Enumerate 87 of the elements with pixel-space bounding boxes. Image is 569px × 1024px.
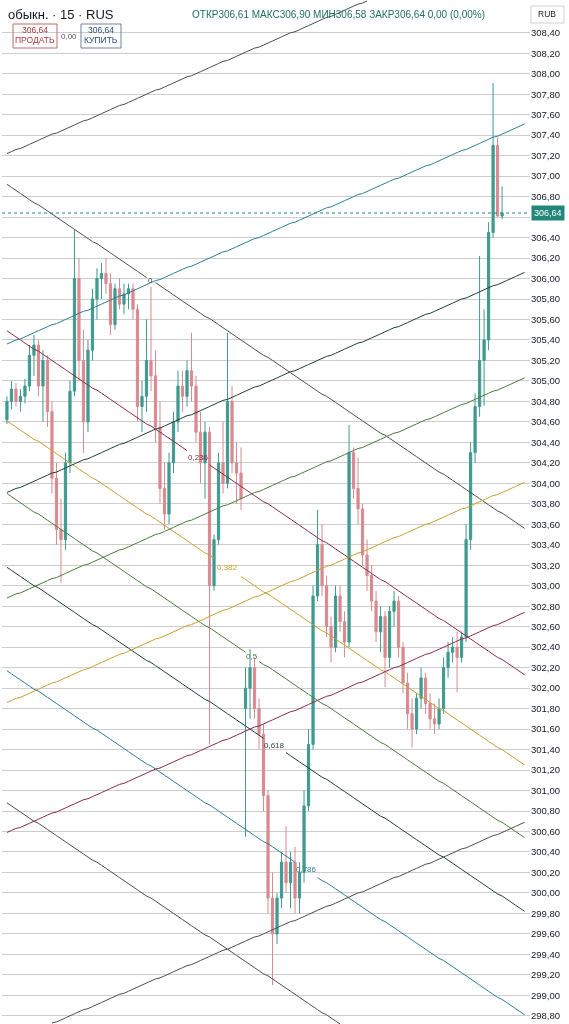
y-tick-label: 304,40 — [531, 436, 561, 448]
candlestick — [113, 283, 117, 331]
y-tick-label: 305,00 — [531, 375, 561, 387]
line-series — [6, 0, 368, 155]
y-tick-label: 307,00 — [531, 170, 561, 182]
y-tick-label: 306,80 — [531, 190, 561, 202]
y-tick-label: 302,00 — [531, 682, 561, 694]
y-tick-label: 299,60 — [531, 928, 561, 940]
candlestick — [180, 370, 185, 413]
y-tick-label: 304,80 — [531, 395, 561, 407]
candlestick — [122, 283, 126, 315]
y-tick-label: 302,60 — [531, 621, 561, 633]
y-tick-label: 303,60 — [531, 518, 561, 530]
y-tick-label: 305,20 — [531, 354, 561, 366]
candlestick — [126, 283, 131, 310]
y-tick-label: 301,40 — [531, 743, 561, 755]
y-tick-label: 305,80 — [531, 293, 561, 305]
y-tick-label: 299,20 — [531, 969, 561, 981]
series-label: 0 — [148, 276, 153, 285]
y-tick-label: 302,40 — [531, 641, 561, 653]
y-tick-label: 307,20 — [531, 149, 561, 161]
y-tick-label: 303,80 — [531, 498, 561, 510]
candlestick — [288, 851, 293, 909]
ref-line-label: 306,64 — [534, 208, 562, 218]
candlestick — [333, 585, 338, 653]
annotation: 306,64 — [88, 25, 115, 35]
text: ОТКР306,61 МАКС306,90 МИН306,58 ЗАКР306,64 0,00 (0,00%) — [192, 9, 485, 20]
line-series — [6, 271, 526, 494]
candlestick — [117, 278, 122, 310]
candlestick — [239, 446, 243, 511]
annotation: 306,64 — [22, 25, 49, 35]
y-tick-label: 300,80 — [531, 805, 561, 817]
y-tick-label: 300,20 — [531, 866, 561, 878]
candlestick — [284, 825, 288, 894]
annotation: КУПИТЬ — [84, 35, 118, 45]
y-tick-label: 301,60 — [531, 723, 561, 735]
candlestick — [378, 605, 383, 653]
candlestick — [495, 136, 500, 218]
y-tick-label: 299,80 — [531, 907, 561, 919]
y-tick-label: 307,80 — [531, 88, 561, 100]
series-label: 0,618 — [264, 741, 285, 750]
candlestick — [36, 339, 41, 397]
y-tick-label: 306,00 — [531, 272, 561, 284]
candlestick — [225, 332, 230, 489]
y-tick-label: 303,40 — [531, 539, 561, 551]
line-series — [6, 123, 526, 345]
y-tick-label: 299,40 — [531, 948, 561, 960]
candlestick — [14, 382, 18, 408]
series-label: 0,382 — [217, 563, 238, 572]
y-tick-label: 304,20 — [531, 457, 561, 469]
y-tick-label: 298,80 — [531, 1010, 561, 1022]
y-tick-label: 307,40 — [531, 129, 561, 141]
series-label: 0,5 — [246, 652, 258, 661]
y-tick-label: 304,60 — [531, 416, 561, 428]
candlestick — [347, 424, 351, 648]
text: RUB — [538, 9, 557, 19]
y-tick-label: 300,00 — [531, 887, 561, 899]
annotation: ПРОДАТЬ — [15, 35, 55, 45]
candlestick — [41, 349, 45, 423]
candlestick — [185, 359, 189, 408]
y-tick-label: 308,00 — [531, 68, 561, 80]
y-tick-label: 307,60 — [531, 109, 561, 121]
annotation: 0,00 — [61, 32, 78, 41]
y-tick-label: 300,40 — [531, 846, 561, 858]
y-tick-label: 303,00 — [531, 580, 561, 592]
candlestick — [500, 185, 504, 220]
y-tick-label: 300,60 — [531, 825, 561, 837]
y-tick-label: 301,00 — [531, 784, 561, 796]
y-tick-label: 301,80 — [531, 702, 561, 714]
y-tick-label: 306,20 — [531, 252, 561, 264]
text: обыкн. · 15 · RUS — [8, 6, 114, 22]
y-tick-label: 299,00 — [531, 989, 561, 1001]
y-tick-label: 302,80 — [531, 600, 561, 612]
y-tick-label: 305,40 — [531, 334, 561, 346]
candlestick — [383, 610, 387, 688]
y-tick-label: 301,20 — [531, 764, 561, 776]
y-tick-label: 305,60 — [531, 313, 561, 325]
y-tick-label: 308,40 — [531, 27, 561, 39]
y-tick-label: 306,40 — [531, 231, 561, 243]
y-tick-label: 302,20 — [531, 661, 561, 673]
y-tick-label: 304,00 — [531, 477, 561, 489]
candlestick — [455, 631, 459, 693]
candlestick — [293, 846, 297, 914]
y-tick-label: 303,20 — [531, 559, 561, 571]
candlestick — [221, 421, 225, 495]
y-tick-label: 308,20 — [531, 47, 561, 59]
candlestick — [207, 426, 212, 745]
